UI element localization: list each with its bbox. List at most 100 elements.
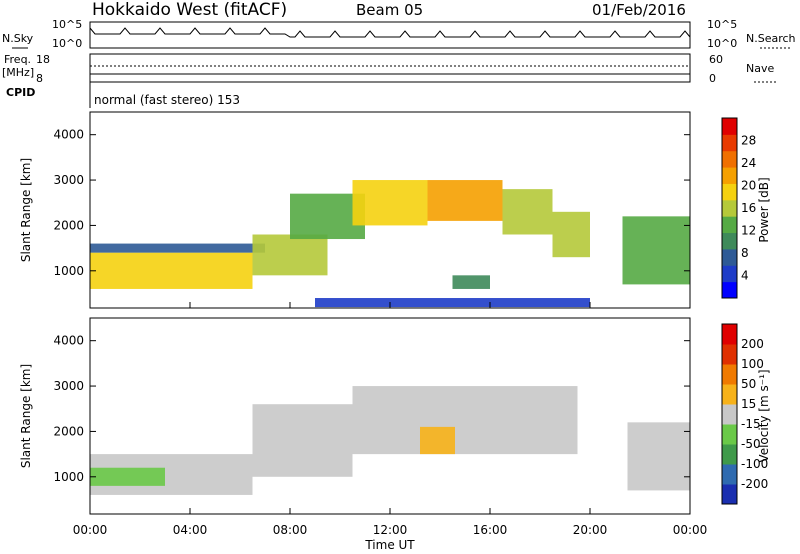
colorbar-tick-label: -100 bbox=[741, 457, 768, 471]
radar-title: Hokkaido West (fitACF) bbox=[92, 0, 287, 20]
y-tick-label: 1000 bbox=[53, 470, 84, 484]
echo-band bbox=[252, 234, 328, 276]
colorbar-swatch bbox=[722, 248, 737, 266]
colorbar-tick-label: 28 bbox=[741, 134, 756, 148]
colorbar-tick-label: 24 bbox=[741, 156, 756, 170]
echo-band bbox=[315, 298, 590, 308]
noise-tick-high-right: 10^5 bbox=[707, 18, 737, 31]
y-tick-label: 1000 bbox=[53, 264, 84, 278]
echo-band bbox=[502, 189, 553, 235]
noise-panel bbox=[89, 21, 691, 49]
beam-label: Beam 05 bbox=[356, 1, 423, 19]
y-tick-label: 2000 bbox=[53, 424, 84, 438]
nsky-label: N.Sky bbox=[2, 32, 34, 45]
velocity-colorbar: 200 100 50 15 -15 -50 -100 -200 bbox=[721, 323, 768, 505]
colorbar-swatch bbox=[722, 167, 737, 184]
colorbar-tick-label: 200 bbox=[741, 337, 764, 351]
freq-tick-high: 18 bbox=[36, 53, 50, 66]
noise-tick-low-left: 10^0 bbox=[52, 37, 82, 50]
colorbar-swatch bbox=[722, 118, 737, 135]
colorbar-swatch bbox=[722, 444, 737, 465]
power-y-axis: 4000 3000 2000 1000 bbox=[53, 128, 690, 278]
power-colorbar-label: Power [dB] bbox=[757, 177, 771, 242]
nave-label: Nave bbox=[746, 62, 774, 75]
x-tick-label: 12:00 bbox=[373, 523, 408, 537]
colorbar-swatch bbox=[722, 134, 737, 152]
x-tick-label: 08:00 bbox=[273, 523, 308, 537]
x-tick-label: 00:00 bbox=[673, 523, 708, 537]
y-tick-label: 4000 bbox=[53, 128, 84, 142]
colorbar-swatch bbox=[722, 384, 737, 405]
colorbar-frame bbox=[721, 117, 738, 299]
colorbar-swatch bbox=[722, 364, 737, 385]
cpid-label: CPID bbox=[6, 86, 35, 99]
nave-tick-low: 0 bbox=[709, 72, 716, 85]
colorbar-tick-label: 16 bbox=[741, 201, 756, 215]
echo-band bbox=[420, 426, 455, 455]
nsearch-label: N.Search bbox=[746, 32, 796, 45]
power-colorbar: 28 24 20 16 12 8 4 bbox=[721, 117, 756, 299]
noise-trace bbox=[89, 27, 691, 38]
colorbar-tick-label: 50 bbox=[741, 377, 756, 391]
colorbar-tick-label: 20 bbox=[741, 179, 756, 193]
colorbar-swatch bbox=[722, 424, 737, 445]
x-tick-label: 16:00 bbox=[473, 523, 508, 537]
echo-band bbox=[352, 180, 428, 226]
velocity-heatmap bbox=[90, 386, 690, 495]
noise-tick-high-left: 10^5 bbox=[52, 18, 82, 31]
nave-tick-high: 60 bbox=[709, 53, 723, 66]
colorbar-tick-label: 4 bbox=[741, 269, 749, 283]
echo-band bbox=[90, 252, 253, 289]
echo-band bbox=[627, 422, 690, 491]
power-ylabel: Slant Range [km] bbox=[19, 158, 33, 262]
velocity-colorbar-label: Velocity [m s⁻¹] bbox=[757, 369, 771, 462]
colorbar-swatch bbox=[722, 216, 737, 234]
freq-unit-label: [MHz] bbox=[2, 66, 34, 79]
power-heatmap bbox=[90, 180, 690, 308]
colorbar-swatch bbox=[722, 150, 737, 168]
colorbar-tick-label: 8 bbox=[741, 246, 749, 260]
freq-label: Freq. bbox=[4, 53, 31, 66]
colorbar-frame bbox=[721, 323, 738, 505]
colorbar-swatch bbox=[722, 183, 737, 201]
colorbar-swatch bbox=[722, 344, 737, 365]
x-tick-label: 04:00 bbox=[173, 523, 208, 537]
noise-tick-low-right: 10^0 bbox=[707, 37, 737, 50]
freq-tick-low: 8 bbox=[36, 72, 43, 85]
x-axis-label: Time UT bbox=[364, 538, 415, 552]
y-tick-label: 3000 bbox=[53, 173, 84, 187]
y-tick-label: 3000 bbox=[53, 379, 84, 393]
freq-panel bbox=[89, 53, 691, 83]
colorbar-swatch bbox=[722, 199, 737, 217]
date-label: 01/Feb/2016 bbox=[592, 1, 686, 19]
colorbar-swatch bbox=[722, 281, 737, 299]
echo-band bbox=[90, 467, 165, 486]
echo-band bbox=[352, 386, 578, 455]
echo-band bbox=[90, 243, 265, 253]
colorbar-swatch bbox=[722, 324, 737, 345]
y-tick-label: 4000 bbox=[53, 334, 84, 348]
x-axis: 00:00 04:00 08:00 12:00 16:00 20:00 00:00 bbox=[73, 302, 708, 537]
colorbar-tick-label: -50 bbox=[741, 437, 761, 451]
colorbar-swatch bbox=[722, 265, 737, 283]
echo-band bbox=[452, 275, 490, 289]
colorbar-swatch bbox=[722, 464, 737, 485]
colorbar-tick-label: 100 bbox=[741, 357, 764, 371]
echo-band bbox=[252, 404, 353, 477]
y-tick-label: 2000 bbox=[53, 218, 84, 232]
x-tick-label: 20:00 bbox=[573, 523, 608, 537]
colorbar-tick-label: -15 bbox=[741, 417, 761, 431]
colorbar-swatch bbox=[722, 404, 737, 425]
velocity-y-axis: 4000 3000 2000 1000 bbox=[53, 334, 690, 484]
colorbar-swatch bbox=[722, 484, 737, 505]
echo-band bbox=[552, 211, 590, 258]
echo-band bbox=[622, 216, 690, 285]
x-tick-label: 00:00 bbox=[73, 523, 108, 537]
echo-band bbox=[427, 180, 503, 221]
colorbar-swatch bbox=[722, 232, 737, 250]
colorbar-tick-label: 15 bbox=[741, 397, 756, 411]
colorbar-tick-label: 12 bbox=[741, 224, 756, 238]
colorbar-tick-label: -200 bbox=[741, 477, 768, 491]
